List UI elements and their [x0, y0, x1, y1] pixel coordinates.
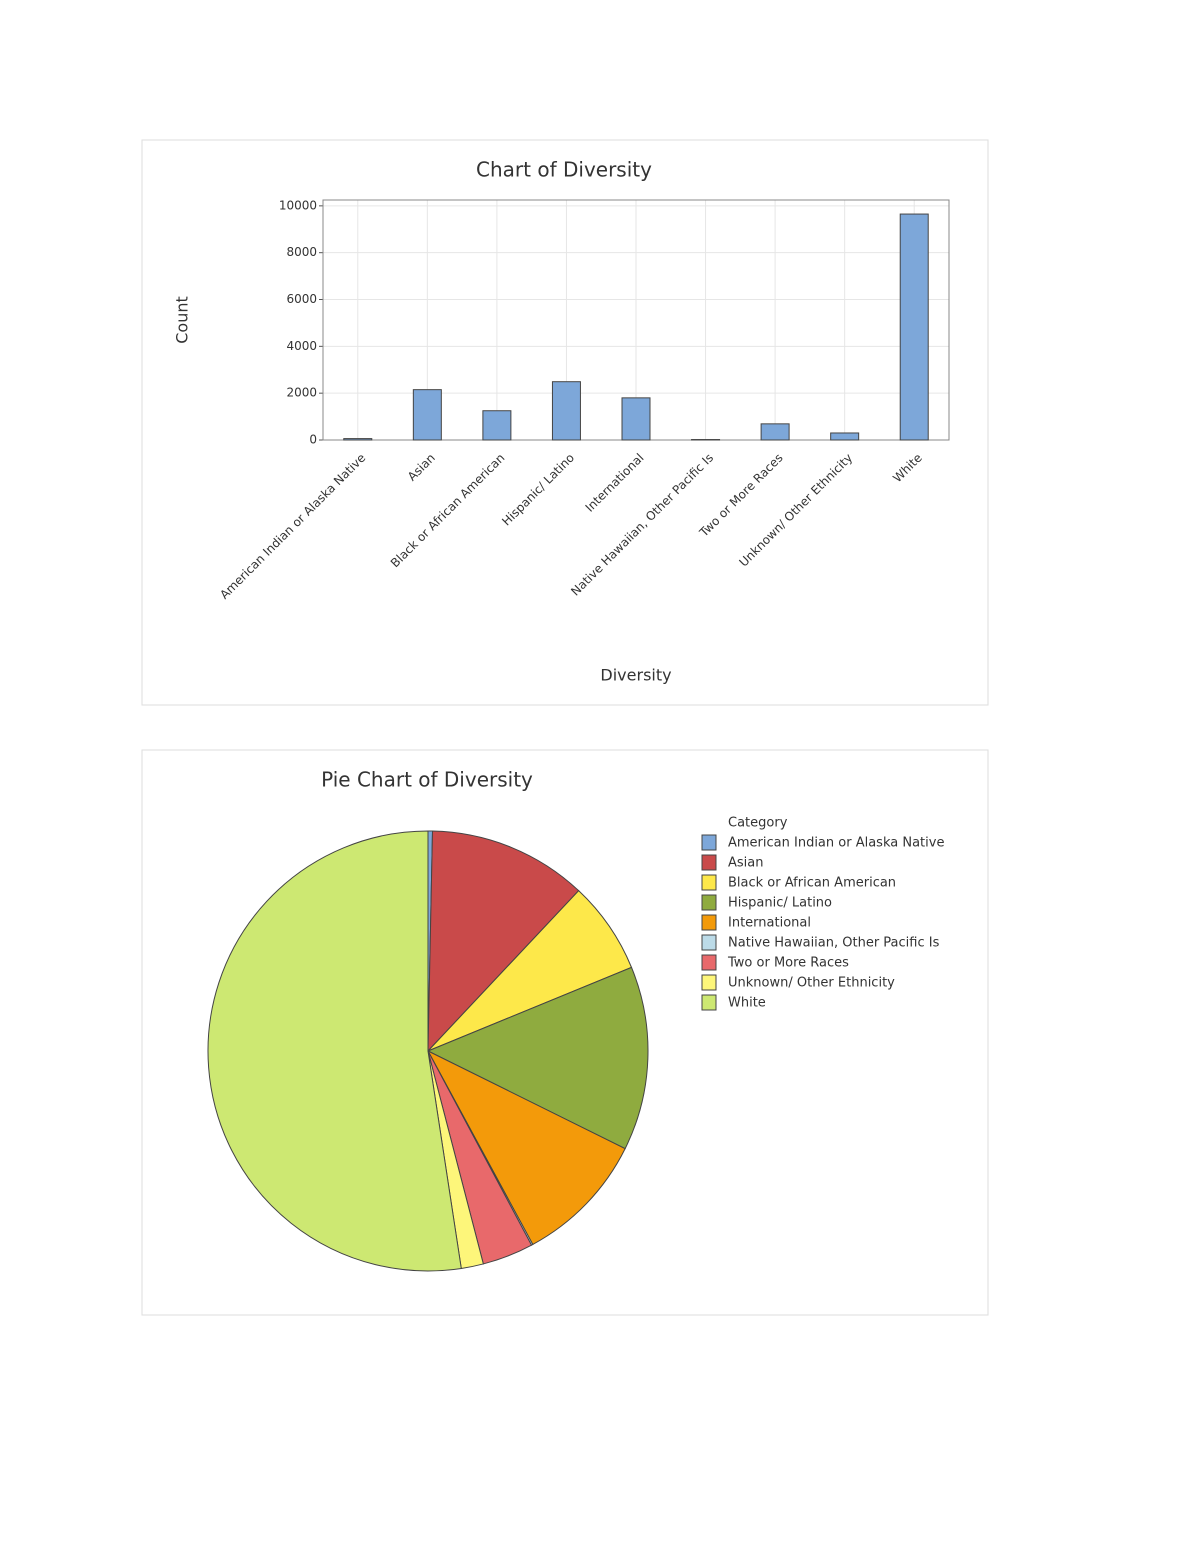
legend-label: Asian	[728, 856, 763, 871]
legend-swatch	[701, 834, 717, 851]
legend-label: Unknown/ Other Ethnicity	[728, 976, 895, 991]
bar	[830, 432, 860, 441]
x-axis-label: Diversity	[600, 666, 671, 685]
y-axis-label: Count	[173, 296, 192, 344]
legend-label: Hispanic/ Latino	[728, 896, 832, 911]
legend-label: International	[728, 916, 811, 931]
legend-swatch	[701, 894, 717, 911]
legend-label: American Indian or Alaska Native	[728, 836, 944, 851]
y-tick-label: 0	[309, 433, 317, 447]
legend-label: Native Hawaiian, Other Pacific Is	[728, 936, 940, 951]
legend-swatch	[701, 914, 717, 931]
chart-title: Chart of Diversity	[476, 158, 652, 182]
y-tick-label: 6000	[286, 292, 317, 306]
chart-title: Pie Chart of Diversity	[321, 768, 533, 792]
legend-title: Category	[728, 816, 788, 831]
bar	[621, 397, 651, 441]
legend-label: Two or More Races	[727, 956, 849, 971]
legend-swatch	[701, 934, 717, 951]
y-tick-label: 4000	[286, 339, 317, 353]
bar	[412, 389, 442, 441]
legend-swatch	[701, 854, 717, 871]
bar	[899, 213, 929, 441]
legend-label: Black or African American	[728, 876, 896, 891]
pie-slice	[426, 1049, 626, 1246]
legend-label: White	[728, 996, 766, 1011]
y-tick-label: 10000	[279, 198, 317, 212]
bar	[551, 381, 581, 441]
pie-slice	[207, 830, 462, 1272]
legend-swatch	[701, 974, 717, 991]
bar	[482, 410, 512, 441]
pie-slice	[426, 966, 649, 1150]
y-tick-label: 2000	[286, 386, 317, 400]
legend-swatch	[701, 994, 717, 1011]
legend-swatch	[701, 874, 717, 891]
bar	[760, 423, 790, 441]
y-tick-label: 8000	[286, 245, 317, 259]
legend-swatch	[701, 954, 717, 971]
pie-slice	[427, 830, 580, 1053]
bar	[343, 438, 373, 441]
